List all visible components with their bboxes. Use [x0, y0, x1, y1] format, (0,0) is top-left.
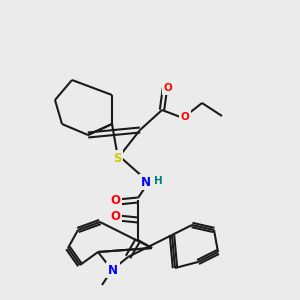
Text: N: N	[141, 176, 151, 188]
Text: O: O	[164, 83, 172, 93]
Text: O: O	[181, 112, 189, 122]
Text: N: N	[108, 263, 118, 277]
Text: S: S	[113, 152, 121, 164]
Text: O: O	[110, 194, 120, 208]
Text: O: O	[110, 211, 120, 224]
Text: H: H	[154, 176, 162, 186]
